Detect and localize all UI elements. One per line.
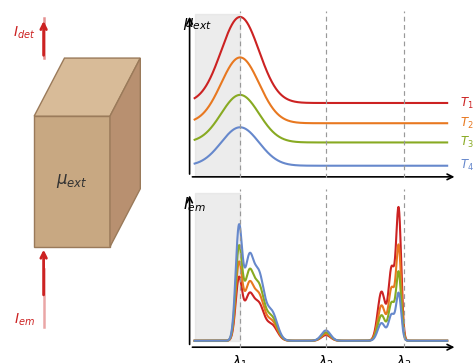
Text: $I_{det}$: $I_{det}$	[13, 24, 36, 41]
Polygon shape	[110, 58, 140, 247]
Text: $T_{4}$: $T_{4}$	[460, 158, 474, 173]
Text: $I_{em}$: $I_{em}$	[14, 311, 35, 328]
Text: $\lambda_3$: $\lambda_3$	[396, 354, 412, 363]
Text: $T_{1}$: $T_{1}$	[460, 95, 474, 110]
Polygon shape	[34, 58, 140, 116]
Text: $\mu_{ext}$: $\mu_{ext}$	[183, 16, 212, 32]
Text: $\mu_{ext}$: $\mu_{ext}$	[56, 172, 88, 191]
Text: $I_{em}$: $I_{em}$	[183, 195, 206, 214]
Polygon shape	[34, 116, 110, 247]
Text: $\lambda_1$: $\lambda_1$	[232, 354, 248, 363]
Text: $\lambda_2$: $\lambda_2$	[318, 354, 334, 363]
Text: $T_{2}$: $T_{2}$	[460, 116, 474, 131]
Text: $T_{3}$: $T_{3}$	[460, 135, 474, 150]
